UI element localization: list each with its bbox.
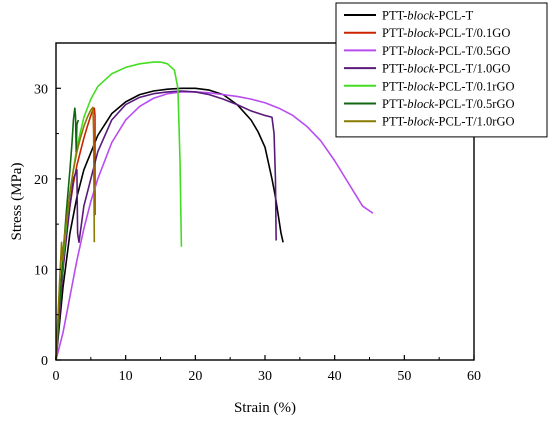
x-tick-label: 60 [467, 369, 481, 384]
y-tick-label: 20 [34, 173, 48, 188]
series-layer [55, 61, 374, 361]
y-tick-label: 0 [41, 354, 48, 369]
series-line-7 [55, 106, 96, 361]
y-tick-label: 30 [34, 82, 48, 97]
legend-label-2: PTT-block-PCL-T/0.1GO [382, 26, 510, 40]
series-line-3 [55, 91, 374, 361]
x-tick-label: 40 [328, 369, 342, 384]
plot-area: 0 10 20 30 40 50 60 0 10 20 30 [34, 42, 481, 384]
legend: PTT-block-PCL-T PTT-block-PCL-T/0.1GO PTT-… [335, 2, 548, 138]
x-tick-label: 0 [53, 369, 60, 384]
legend-label-5: PTT-block-PCL-T/0.1rGO [382, 79, 515, 93]
legend-items: PTT-block-PCL-T PTT-block-PCL-T/0.1GO PTT-… [344, 9, 515, 129]
legend-label-1: PTT-block-PCL-T [382, 9, 474, 23]
legend-label-6: PTT-block-PCL-T/0.5rGO [382, 97, 515, 111]
x-tick-label: 10 [119, 369, 133, 384]
legend-label-7: PTT-block-PCL-T/1.0rGO [382, 115, 515, 129]
x-tick-label: 50 [397, 369, 411, 384]
series-line-4 [55, 90, 277, 361]
legend-label-4: PTT-block-PCL-T/1.0GO [382, 62, 510, 76]
legend-label-3: PTT-block-PCL-T/0.5GO [382, 44, 510, 58]
tick-layer: 0 10 20 30 40 50 60 0 10 20 30 [34, 82, 481, 384]
series-line-1 [55, 87, 284, 361]
x-tick-label: 30 [258, 369, 272, 384]
series-line-6 [55, 107, 80, 361]
x-axis-title: Strain (%) [234, 400, 296, 416]
y-tick-label: 10 [34, 263, 48, 278]
legend-box [335, 2, 548, 138]
y-axis-title: Stress (MPa) [9, 163, 25, 241]
x-tick-label: 20 [188, 369, 202, 384]
